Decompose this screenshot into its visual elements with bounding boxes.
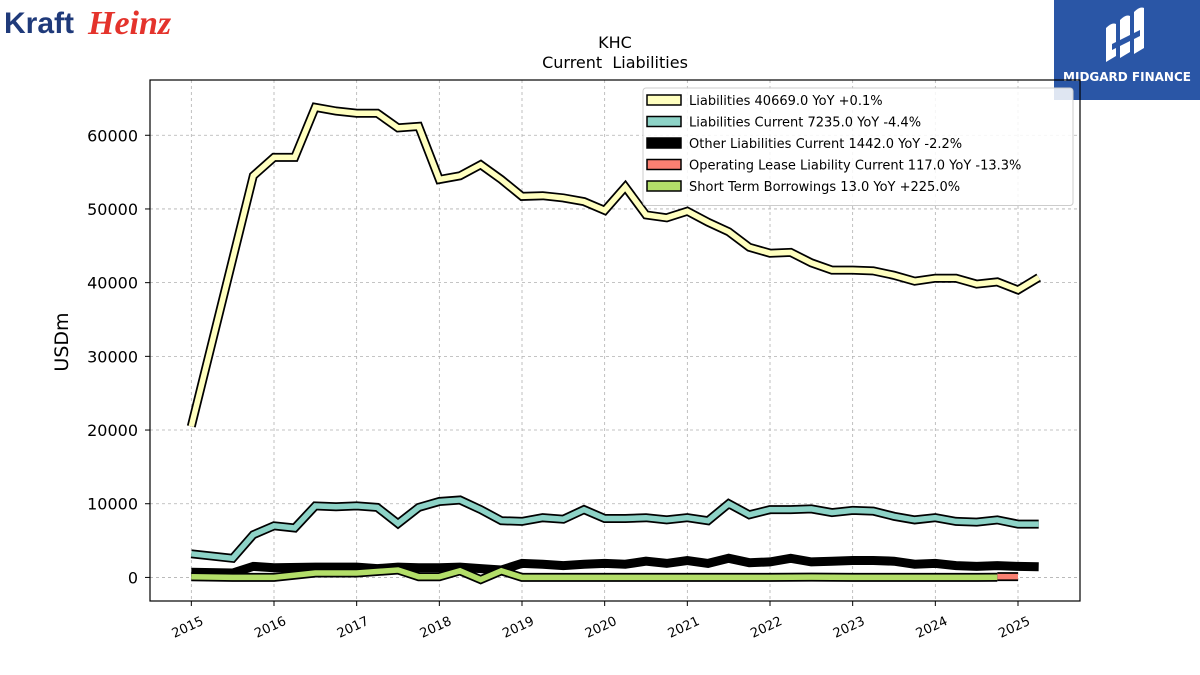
series-line-4 [191,567,998,583]
y-tick-label: 30000 [87,347,138,366]
midgard-finance-wordmark: MIDGARD FINANCE [1063,70,1191,84]
legend-box [642,87,1074,206]
midgard-finance-logo: MIDGARD FINANCE [1054,0,1200,100]
x-tick-label: 2023 [831,614,867,642]
y-axis-ticks: 0 10000 20000 30000 40000 50000 60000 [87,126,150,587]
legend-swatch [646,137,682,149]
kraft-logo-text: Kraft [4,7,74,40]
midgard-emblem-icon [1106,7,1144,62]
x-tick-label: 2025 [996,614,1032,642]
x-tick-label: 2020 [583,614,619,642]
x-tick-label: 2024 [914,614,950,642]
x-axis-ticks: 2015 2016 2017 2018 2019 2020 2021 2022 2023 2024… [170,601,1033,642]
chart-title: KHC [598,33,632,52]
x-tick-label: 2015 [170,614,206,642]
legend-label: Liabilities Current 7235.0 YoY -4.4% [689,116,921,131]
y-tick-label: 50000 [87,200,138,219]
legend-swatch [646,115,682,128]
legend-label: Liabilities 40669.0 YoY +0.1% [689,94,883,109]
legend: Liabilities 40669.0 YoY +0.1% Liabilities… [642,87,1074,206]
x-tick-label: 2016 [252,614,288,642]
legend-label: Other Liabilities Current 1442.0 YoY -2.… [689,137,962,152]
x-tick-label: 2021 [666,614,702,642]
series-line-1 [191,497,1039,562]
series-line-0 [188,104,1041,428]
y-axis-label: USDm [51,312,73,371]
legend-swatch [646,158,682,171]
x-tick-label: 2017 [335,614,371,642]
legend-label: Operating Lease Liability Current 117.0 … [689,159,1021,174]
chart-subtitle: Current Liabilities [542,53,688,72]
kraft-heinz-logo: Kraft Heinz [4,2,204,44]
y-tick-label: 20000 [87,421,138,440]
y-tick-label: 0 [128,568,138,587]
y-tick-label: 60000 [87,126,138,145]
legend-label: Short Term Borrowings 13.0 YoY +225.0% [689,180,960,195]
x-tick-label: 2018 [418,614,454,642]
legend-swatch [646,94,682,106]
series-layer [186,102,1042,585]
x-tick-label: 2022 [748,614,784,642]
plot-frame [149,79,1081,602]
heinz-logo-text: Heinz [87,5,172,42]
y-tick-label: 10000 [87,495,138,514]
y-tick-label: 40000 [87,274,138,293]
x-tick-label: 2019 [500,614,536,642]
legend-swatch [646,180,682,192]
